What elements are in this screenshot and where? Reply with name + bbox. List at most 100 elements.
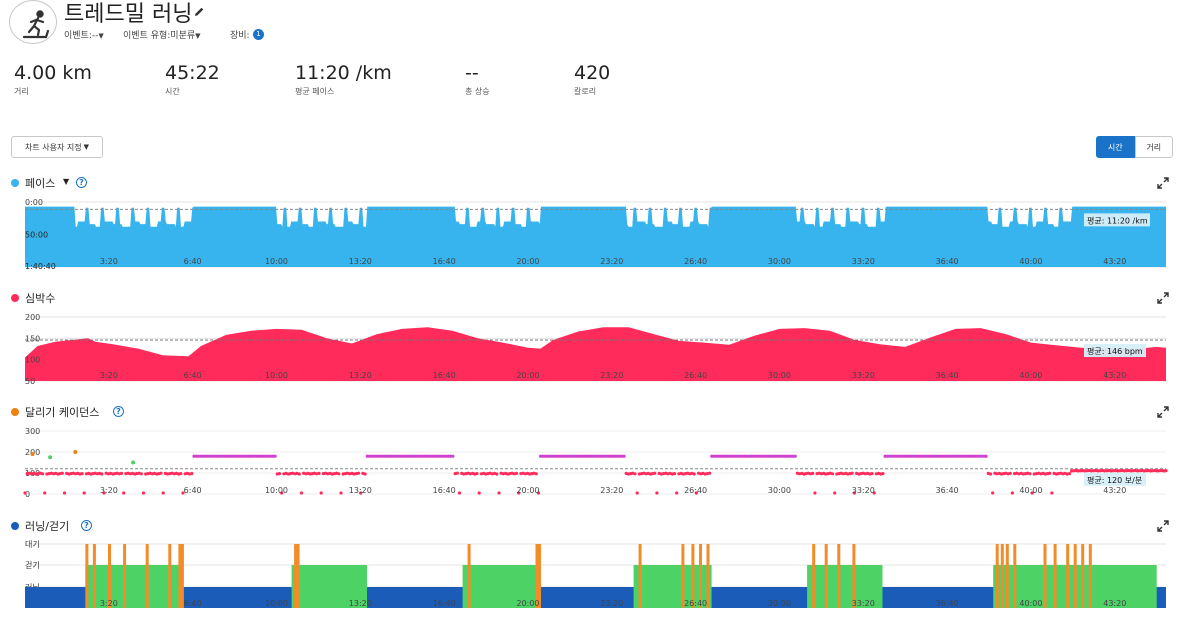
- toggle-distance-button[interactable]: 거리: [1134, 136, 1173, 158]
- x-tick-label: 26:40: [684, 371, 707, 380]
- x-tick-label: 16:40: [433, 257, 456, 266]
- cadence-point: [887, 454, 892, 458]
- idle-mark: [85, 544, 89, 608]
- x-tick-label: 23:20: [600, 486, 623, 495]
- stat-distance-label: 거리: [14, 87, 29, 96]
- page-title: 트레드밀 러닝: [64, 2, 193, 27]
- x-tick-label: 20:00: [516, 486, 539, 495]
- y-tick-label: 150: [25, 334, 40, 343]
- cadence-point: [791, 454, 795, 458]
- cadence-point: [299, 491, 304, 495]
- event-type-dropdown[interactable]: 이벤트 유형:미분류▼: [123, 28, 201, 41]
- x-tick-label: 3:20: [100, 371, 118, 380]
- cadence-point: [240, 454, 244, 458]
- x-tick-label: 30:00: [768, 486, 791, 495]
- cadence-point: [398, 454, 402, 458]
- event-dropdown[interactable]: 이벤트:--▼: [64, 28, 104, 41]
- gear-count-badge[interactable]: 1: [253, 29, 264, 40]
- cadence-point: [971, 454, 975, 458]
- idle-mark: [691, 544, 695, 608]
- x-tick-label: 36:40: [936, 371, 959, 380]
- cadence-point: [517, 491, 521, 495]
- cadence-point: [760, 454, 764, 458]
- x-tick-label: 40:00: [1019, 257, 1042, 266]
- stat-avg-pace-value: 11:20 /km: [295, 62, 392, 84]
- cadence-point: [554, 454, 558, 458]
- cadence-point: [558, 454, 563, 458]
- cadence-point: [400, 454, 404, 458]
- pace-expand-icon[interactable]: [1157, 177, 1169, 189]
- cadence-point: [903, 454, 907, 458]
- cadence-point: [672, 472, 677, 476]
- cadence-point: [435, 454, 440, 458]
- cadence-point: [633, 472, 637, 476]
- idle-mark: [706, 544, 710, 608]
- cadence-point: [403, 454, 407, 458]
- cadence-point: [100, 472, 104, 476]
- idle-mark: [180, 544, 184, 608]
- x-tick-label: 33:20: [852, 371, 875, 380]
- cadence-point: [374, 454, 378, 458]
- hr-expand-icon[interactable]: [1157, 292, 1169, 304]
- cadence-point: [370, 454, 374, 458]
- cadence-point: [918, 454, 922, 458]
- toggle-time-button[interactable]: 시간: [1096, 136, 1135, 158]
- idle-mark: [699, 544, 702, 608]
- custom-view-button[interactable]: 차트 사용자 지정 ▼: [11, 136, 103, 158]
- cadence-point: [139, 472, 143, 476]
- cadence-point: [218, 454, 222, 458]
- stat-elevation-value: --: [465, 62, 479, 84]
- cadence-point: [740, 454, 745, 458]
- cadence-point: [73, 450, 78, 454]
- idle-mark: [1073, 544, 1077, 608]
- runwalk-expand-icon[interactable]: [1157, 520, 1169, 532]
- cadence-point: [238, 454, 242, 458]
- cadence-point: [765, 454, 769, 458]
- cadence-point: [569, 454, 574, 458]
- cadence-point: [982, 454, 986, 458]
- cadence-point: [778, 454, 782, 458]
- cadence-point: [988, 472, 993, 476]
- pace-help-icon[interactable]: ?: [76, 177, 87, 188]
- cadence-point: [550, 454, 554, 458]
- x-tick-label: 23:20: [600, 371, 623, 380]
- cadence-point: [424, 454, 429, 458]
- cadence-point: [262, 454, 266, 458]
- cadence-point: [745, 454, 749, 458]
- cadence-point: [102, 491, 106, 495]
- idle-mark: [638, 544, 642, 608]
- cadence-point: [203, 454, 207, 458]
- cadence-point: [969, 454, 973, 458]
- event-label: 이벤트:: [64, 31, 92, 41]
- cadence-point: [411, 454, 415, 458]
- x-tick-label: 20:00: [516, 599, 539, 608]
- cadence-point: [789, 454, 793, 458]
- cadence-point: [572, 454, 576, 458]
- cadence-point: [409, 454, 413, 458]
- cadence-point: [495, 472, 499, 476]
- pace-section-title: 페이스: [25, 177, 56, 190]
- cadence-point: [420, 454, 424, 458]
- cadence-expand-icon[interactable]: [1157, 406, 1169, 418]
- cadence-point: [615, 454, 620, 458]
- x-tick-label: 33:20: [852, 599, 875, 608]
- cadence-point: [754, 454, 758, 458]
- edit-title-icon[interactable]: [193, 3, 205, 22]
- cadence-point: [394, 454, 398, 458]
- runwalk-help-icon[interactable]: ?: [81, 520, 92, 531]
- x-tick-label: 3:20: [100, 257, 118, 266]
- cadence-point: [381, 454, 385, 458]
- cadence-help-icon[interactable]: ?: [113, 406, 124, 417]
- cadence-point: [635, 491, 639, 495]
- cadence-point: [82, 491, 86, 495]
- cadence-point: [714, 454, 718, 458]
- cadence-point: [721, 454, 725, 458]
- cadence-point: [618, 454, 622, 458]
- activity-type-icon: [9, 0, 57, 44]
- cadence-point: [830, 472, 835, 476]
- y-tick-label: 50: [25, 377, 35, 386]
- cadence-point: [749, 454, 753, 458]
- cadence-point: [387, 454, 391, 458]
- cadence-point: [205, 454, 209, 458]
- pace-dropdown-icon[interactable]: ▼: [63, 177, 70, 186]
